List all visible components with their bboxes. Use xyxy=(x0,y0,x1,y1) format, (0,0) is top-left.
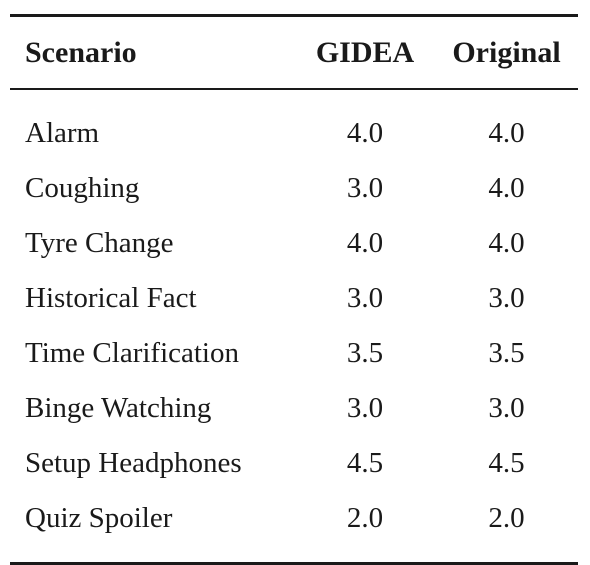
header-rule xyxy=(10,88,578,90)
top-rule xyxy=(10,14,578,17)
table-row: Tyre Change 4.0 4.0 xyxy=(10,216,578,271)
results-table: Scenario GIDEA Original Alarm 4.0 4.0 Co… xyxy=(10,14,578,565)
original-cell: 4.0 xyxy=(488,117,525,149)
original-cell: 3.0 xyxy=(488,282,525,314)
scenario-cell: Quiz Spoiler xyxy=(25,502,173,534)
table-header-row: Scenario GIDEA Original xyxy=(10,17,578,88)
scenario-cell: Time Clarification xyxy=(25,337,239,369)
gidea-cell: 3.0 xyxy=(346,282,384,314)
gidea-cell: 4.5 xyxy=(346,447,384,479)
gidea-cell: 3.5 xyxy=(346,337,384,369)
original-cell: 4.5 xyxy=(488,447,525,479)
header-gidea: GIDEA xyxy=(315,35,415,69)
scenario-cell: Alarm xyxy=(25,117,100,149)
original-cell: 3.0 xyxy=(488,392,525,424)
scenario-cell: Binge Watching xyxy=(25,392,212,424)
gidea-cell: 2.0 xyxy=(346,502,384,534)
table-row: Binge Watching 3.0 3.0 xyxy=(10,381,578,436)
gidea-cell: 3.0 xyxy=(346,172,384,204)
table-row: Setup Headphones 4.5 4.5 xyxy=(10,436,578,491)
table-row: Alarm 4.0 4.0 xyxy=(10,106,578,161)
original-cell: 2.0 xyxy=(488,502,525,534)
table-row: Quiz Spoiler 2.0 2.0 xyxy=(10,491,578,546)
table-row: Time Clarification 3.5 3.5 xyxy=(10,326,578,381)
scenario-cell: Tyre Change xyxy=(25,227,174,259)
table-body: Alarm 4.0 4.0 Coughing 3.0 4.0 Tyre Chan… xyxy=(10,90,578,562)
gidea-cell: 4.0 xyxy=(346,227,384,259)
header-original: Original xyxy=(452,35,561,69)
table-row: Historical Fact 3.0 3.0 xyxy=(10,271,578,326)
table-row: Coughing 3.0 4.0 xyxy=(10,161,578,216)
scenario-cell: Setup Headphones xyxy=(25,447,242,479)
original-cell: 4.0 xyxy=(488,172,525,204)
gidea-cell: 3.0 xyxy=(346,392,384,424)
scenario-cell: Coughing xyxy=(25,172,140,204)
gidea-cell: 4.0 xyxy=(346,117,384,149)
header-scenario: Scenario xyxy=(25,35,137,69)
scenario-cell: Historical Fact xyxy=(25,282,197,314)
original-cell: 3.5 xyxy=(488,337,525,369)
original-cell: 4.0 xyxy=(488,227,525,259)
